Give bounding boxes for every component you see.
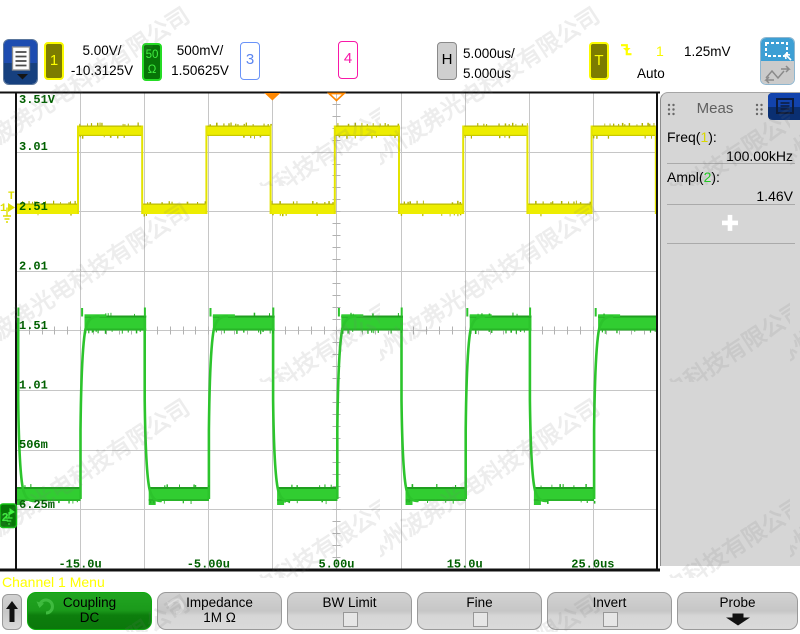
- svg-text:2.51: 2.51: [19, 200, 48, 214]
- svg-text:-15.0u: -15.0u: [58, 558, 101, 572]
- svg-text:2.01: 2.01: [19, 259, 48, 273]
- svg-text:6.25m: 6.25m: [19, 498, 55, 512]
- svg-text:1.51: 1.51: [19, 319, 48, 333]
- svg-text:5.00u: 5.00u: [318, 558, 354, 572]
- svg-text:506m: 506m: [19, 438, 48, 452]
- svg-text:1.01: 1.01: [19, 379, 48, 393]
- svg-text:3.51V: 3.51V: [19, 93, 56, 107]
- svg-text:T: T: [8, 191, 15, 203]
- svg-text:25.0us: 25.0us: [571, 558, 614, 572]
- svg-text:1: 1: [0, 203, 7, 215]
- svg-text:-5.00u: -5.00u: [187, 558, 230, 572]
- svg-text:3.01: 3.01: [19, 140, 48, 154]
- svg-text:15.0u: 15.0u: [447, 558, 483, 572]
